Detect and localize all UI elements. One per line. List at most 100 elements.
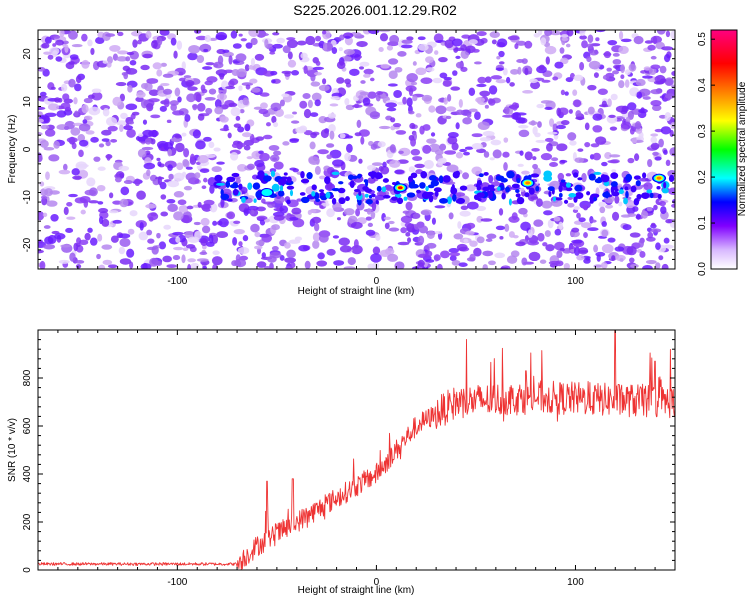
heatmap-noise-cell (45, 171, 50, 180)
heatmap-noise-cell (59, 30, 65, 37)
heatmap-noise-cell (620, 38, 632, 43)
heatmap-noise-cell (466, 257, 476, 262)
heatmap-noise-cell (117, 31, 124, 37)
heatmap-noise-cell (573, 74, 584, 81)
heatmap-noise-cell (222, 49, 230, 53)
heatmap-noise-cell (566, 30, 574, 37)
heatmap-noise-cell (661, 46, 674, 51)
heatmap-noise-cell (218, 217, 229, 228)
heatmap-noise-cell (417, 43, 429, 51)
heatmap-noise-cell (451, 38, 463, 47)
heatmap-noise-cell (44, 112, 57, 117)
heatmap-noise-cell (347, 215, 358, 225)
heatmap-noise-cell (627, 157, 635, 164)
heatmap-noise-cell (118, 246, 126, 255)
heatmap-signal-cell (376, 185, 382, 192)
heatmap-noise-cell (186, 205, 194, 210)
heatmap-noise-cell (115, 120, 128, 126)
heatmap-noise-cell (260, 102, 268, 110)
heatmap-noise-cell (473, 61, 482, 65)
heatmap-noise-cell (643, 66, 651, 71)
heatmap-noise-cell (379, 33, 389, 42)
heatmap-noise-cell (475, 97, 486, 103)
heatmap-noise-cell (75, 264, 82, 269)
heatmap-noise-cell (160, 82, 170, 87)
heatmap-noise-cell (157, 161, 162, 167)
heatmap-noise-cell (310, 112, 319, 117)
heatmap-noise-cell (68, 78, 76, 88)
heatmap-noise-cell (307, 99, 313, 109)
heatmap-noise-cell (253, 106, 263, 110)
heatmap-noise-cell (296, 198, 303, 202)
heatmap-noise-cell (473, 247, 482, 257)
heatmap-noise-cell (310, 81, 321, 87)
heatmap-signal-cell (253, 198, 257, 203)
heatmap-noise-cell (255, 136, 265, 141)
heatmap-noise-cell (314, 222, 320, 232)
heatmap-signal-cell (271, 183, 280, 192)
heatmap-noise-cell (333, 260, 345, 266)
heatmap-noise-cell (192, 104, 198, 111)
heatmap-noise-cell (568, 109, 573, 114)
heatmap-noise-cell (283, 114, 295, 119)
heatmap-signal-cell (442, 175, 451, 183)
heatmap-noise-cell (503, 106, 510, 115)
heatmap-noise-cell (134, 178, 141, 187)
heatmap-signal-cell (241, 196, 246, 203)
heatmap-noise-cell (212, 263, 218, 269)
heatmap-noise-cell (237, 103, 243, 107)
heatmap-noise-cell (589, 49, 599, 56)
heatmap-noise-cell (400, 44, 413, 49)
heatmap-noise-cell (532, 156, 537, 161)
heatmap-noise-cell (287, 51, 293, 60)
heatmap-signal-cell (226, 198, 233, 202)
heatmap-noise-cell (524, 151, 533, 161)
heatmap-noise-cell (458, 98, 463, 108)
heatmap-noise-cell (172, 231, 184, 236)
heatmap-signal-cell (657, 193, 662, 199)
spectrogram-xlabel: Height of straight line (km) (298, 286, 415, 297)
heatmap-noise-cell (286, 37, 296, 41)
heatmap-noise-cell (332, 235, 340, 239)
heatmap-noise-cell (601, 221, 607, 227)
heatmap-signal-cell (403, 196, 408, 201)
heatmap-noise-cell (521, 170, 530, 175)
heatmap-signal-cell (428, 194, 434, 203)
heatmap-signal-cell (374, 172, 383, 180)
heatmap-noise-cell (559, 247, 565, 252)
heatmap-noise-cell (97, 166, 106, 171)
heatmap-noise-cell (101, 218, 110, 227)
heatmap-noise-cell (242, 235, 249, 242)
heatmap-noise-cell (658, 255, 664, 261)
heatmap-noise-cell (159, 105, 167, 112)
heatmap-noise-cell (138, 231, 149, 241)
heatmap-noise-cell (332, 159, 345, 167)
heatmap-noise-cell (47, 103, 60, 111)
heatmap-noise-cell (125, 56, 131, 62)
heatmap-noise-cell (655, 262, 661, 269)
heatmap-noise-cell (238, 241, 243, 247)
heatmap-noise-cell (132, 39, 138, 48)
heatmap-noise-cell (271, 79, 276, 84)
heatmap-signal-cell (528, 187, 535, 195)
heatmap-noise-cell (205, 241, 215, 247)
heatmap-noise-cell (271, 246, 279, 251)
snr-panel: -100 0 100 0 200 400 600 800 Height of straight… (7, 329, 676, 596)
heatmap-noise-cell (240, 38, 247, 42)
heatmap-signal-cell (226, 176, 236, 183)
heatmap-noise-cell (394, 66, 403, 73)
heatmap-noise-cell (231, 142, 240, 149)
heatmap-noise-cell (49, 47, 60, 55)
heatmap-noise-cell (73, 242, 79, 252)
heatmap-signal-cell (505, 186, 510, 193)
heatmap-signal-cell (331, 171, 340, 176)
heatmap-noise-cell (567, 132, 577, 141)
heatmap-noise-cell (460, 44, 467, 52)
heatmap-noise-cell (50, 86, 56, 90)
colorbar: 0.0 0.1 0.2 0.3 0.4 0.5 Normalized spectral a… (697, 29, 748, 276)
heatmap-noise-cell (518, 129, 530, 138)
heatmap-noise-cell (443, 97, 448, 105)
heatmap-noise-cell (515, 241, 526, 247)
heatmap-noise-cell (220, 198, 225, 208)
